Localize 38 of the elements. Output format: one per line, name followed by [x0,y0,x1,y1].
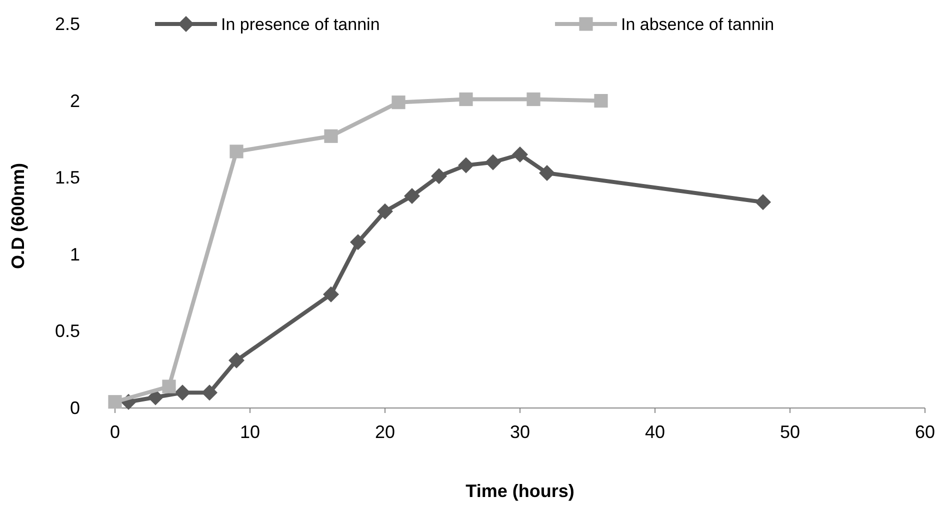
point [202,384,218,401]
y-tick-label: 2.5 [54,14,80,34]
point [108,395,122,409]
legend-label: In presence of tannin [221,15,380,34]
point [162,380,176,394]
legend-label: In absence of tannin [621,15,774,34]
point [594,94,608,108]
x-tick-label: 30 [510,422,530,442]
y-tick-label: 2 [70,90,80,111]
point [539,164,555,181]
point [230,144,244,158]
x-tick-label: 40 [644,422,666,442]
x-axis-title: Time (hours) [466,481,574,501]
point [526,92,540,106]
point [228,352,244,368]
y-tick-label: 0 [70,398,80,418]
y-axis-title: O.D (600nm) [8,162,28,270]
point [512,146,528,163]
point [174,384,190,401]
x-tick-label: 60 [914,422,936,442]
point [392,96,406,110]
point [458,157,474,174]
point [459,92,473,106]
x-tick-label: 20 [374,422,396,442]
point [431,168,447,184]
x-tick-label: 50 [780,422,800,442]
y-tick-label: 1 [70,244,80,264]
y-tick-label: 0.5 [54,321,80,342]
point [755,194,771,210]
point [350,234,366,250]
point [324,129,338,143]
point [404,188,420,204]
point [485,154,501,170]
x-tick-label: 0 [110,422,120,442]
point [323,286,339,302]
point [377,203,393,220]
y-tick-label: 1.5 [54,168,80,188]
x-tick-label: 10 [240,422,260,442]
